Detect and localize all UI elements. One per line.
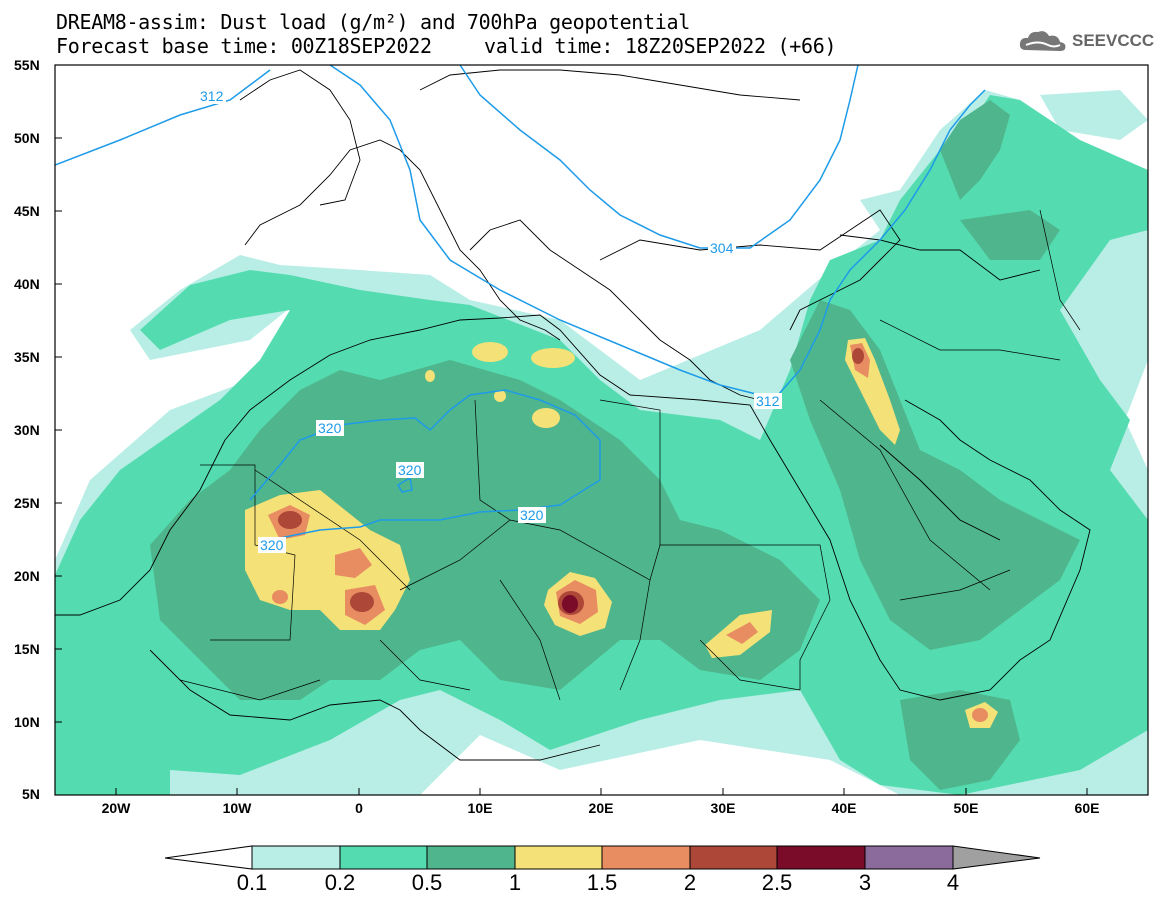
colorbar-over-arrow [952, 845, 1041, 870]
lat-label-20n: 20N [14, 568, 40, 584]
colorbar-segment-0.1 [251, 845, 341, 870]
lat-label-15n: 15N [14, 641, 40, 657]
lon-label-20w: 20W [101, 800, 131, 816]
colorbar-segment-0.5 [426, 845, 516, 870]
lon-label-60e: 60E [1074, 800, 1100, 816]
colorbar-label-2.5: 2.5 [761, 870, 793, 895]
colorbar-segment-2.5 [776, 845, 866, 870]
base-time: Forecast base time: 00Z18SEP2022 [56, 34, 432, 58]
geopotential-contours [55, 65, 986, 541]
colorbar-label-1: 1 [508, 870, 522, 895]
lon-label-30e: 30E [710, 800, 736, 816]
colorbar-label-0.2: 0.2 [324, 870, 356, 895]
contour-label-320-c: 320 [520, 507, 544, 523]
lat-label-50n: 50N [14, 130, 40, 146]
colorbar-segment-2 [689, 845, 778, 870]
lon-label-50e: 50E [953, 800, 979, 816]
colorbar-segment-3 [864, 845, 954, 870]
seevccc-logo: SEEVCCC [1018, 28, 1154, 54]
lon-label-10e: 10E [467, 800, 493, 816]
colorbar-label-3: 3 [858, 870, 872, 895]
lon-label-0: 0 [355, 800, 363, 816]
lon-label-10w: 10W [222, 800, 252, 816]
colorbar-segment-1 [514, 845, 603, 870]
lat-label-5n: 5N [22, 786, 40, 802]
colorbar-label-4: 4 [946, 870, 960, 895]
colorbar [164, 845, 1041, 870]
contour-label-312-nw: 312 [200, 88, 224, 104]
colorbar-segment-0.2 [339, 845, 428, 870]
lat-label-40n: 40N [14, 276, 40, 292]
colorbar-label-1.5: 1.5 [586, 870, 618, 895]
axis-ticks [55, 137, 1088, 795]
contour-label-304: 304 [710, 240, 734, 256]
lat-label-35n: 35N [14, 349, 40, 365]
map-title: DREAM8-assim: Dust load (g/m²) and 700hP… [56, 10, 691, 34]
valid-time: valid time: 18Z20SEP2022 (+66) [484, 34, 837, 58]
lat-label-55n: 55N [14, 57, 40, 73]
colorbar-under-arrow [164, 845, 253, 870]
colorbar-label-2: 2 [683, 870, 697, 895]
lat-label-45n: 45N [14, 203, 40, 219]
lon-label-20e: 20E [588, 800, 614, 816]
contour-label-312-east: 312 [756, 393, 780, 409]
contour-label-320-b: 320 [398, 462, 422, 478]
lat-label-10n: 10N [14, 714, 40, 730]
lat-label-30n: 30N [14, 422, 40, 438]
dust-layer-2.5 [562, 595, 578, 613]
colorbar-segment-1.5 [601, 845, 691, 870]
colorbar-label-0.1: 0.1 [236, 870, 268, 895]
cloud-icon [1019, 31, 1066, 51]
contour-label-320-a: 320 [318, 420, 342, 436]
contour-label-320-d: 320 [260, 537, 284, 553]
colorbar-label-0.5: 0.5 [411, 870, 443, 895]
lat-label-25n: 25N [14, 495, 40, 511]
lon-label-40e: 40E [831, 800, 857, 816]
